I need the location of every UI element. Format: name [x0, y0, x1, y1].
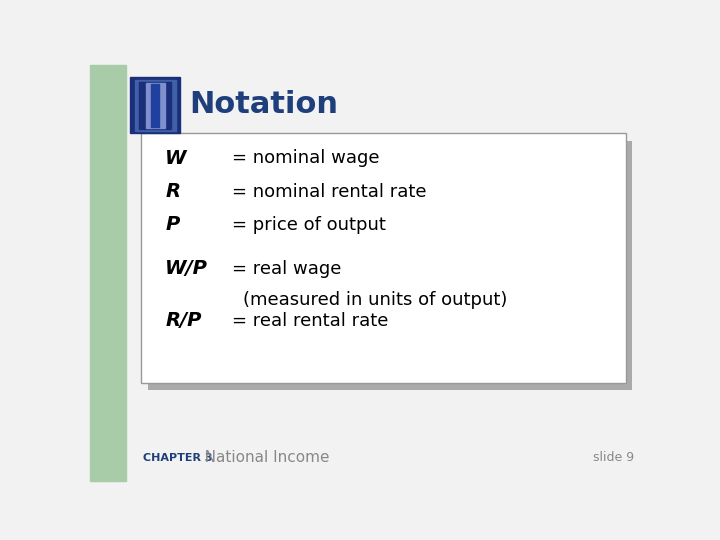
Text: W/P: W/P — [166, 259, 208, 278]
Text: = real rental rate: = real rental rate — [233, 312, 389, 329]
Text: = nominal rental rate: = nominal rental rate — [233, 183, 427, 201]
Bar — [151, 84, 159, 127]
Text: P: P — [166, 215, 179, 234]
Bar — [139, 82, 171, 129]
Text: R: R — [166, 182, 180, 201]
Bar — [145, 83, 165, 127]
Text: CHAPTER 3: CHAPTER 3 — [143, 453, 212, 463]
Text: slide 9: slide 9 — [593, 451, 634, 464]
Text: (measured in units of output): (measured in units of output) — [243, 291, 508, 309]
Bar — [135, 79, 176, 131]
Bar — [90, 65, 126, 481]
Bar — [130, 77, 181, 133]
Text: R/P: R/P — [166, 311, 202, 330]
Text: National Income: National Income — [190, 450, 330, 465]
Bar — [148, 141, 632, 390]
Text: W: W — [166, 149, 186, 168]
Text: Notation: Notation — [189, 90, 338, 119]
Text: = price of output: = price of output — [233, 216, 386, 234]
Text: = real wage: = real wage — [233, 260, 342, 278]
Text: = nominal wage: = nominal wage — [233, 150, 379, 167]
Bar — [141, 133, 626, 383]
